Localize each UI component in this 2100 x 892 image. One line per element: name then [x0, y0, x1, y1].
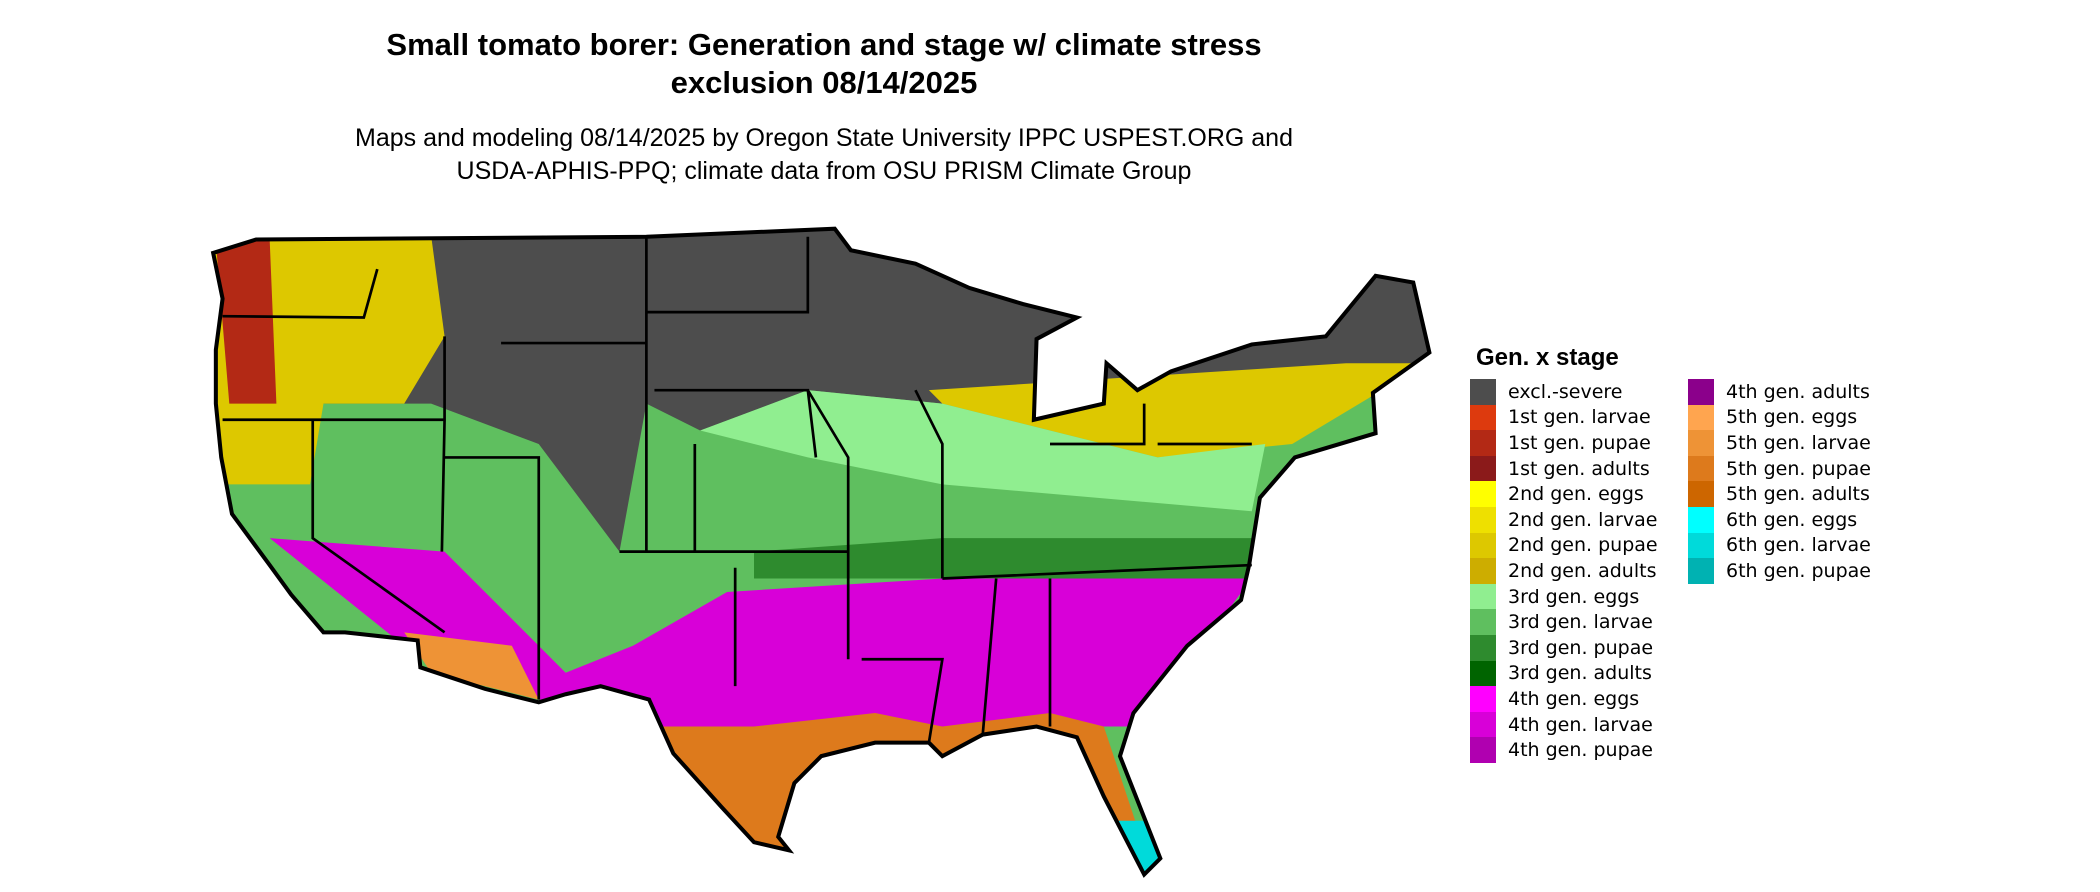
legend-item: 3rd gen. pupae — [1470, 634, 1658, 661]
legend-swatch — [1470, 609, 1496, 635]
legend-item: 4th gen. pupae — [1470, 737, 1658, 763]
legend-label: 4th gen. larvae — [1508, 713, 1653, 736]
legend-label: 3rd gen. larvae — [1508, 611, 1653, 634]
legend-item: 4th gen. adults — [1688, 379, 1871, 405]
map-title-line-1: Small tomato borer: Generation and stage… — [386, 27, 1262, 62]
legend-swatch — [1470, 558, 1496, 584]
legend-label: 2nd gen. pupae — [1508, 534, 1658, 557]
legend-swatch — [1470, 737, 1496, 763]
legend-item: 1st gen. pupae — [1470, 430, 1658, 456]
legend-label: 4th gen. eggs — [1508, 687, 1640, 710]
legend-swatch — [1470, 455, 1496, 482]
legend-label: 6th gen. eggs — [1726, 508, 1858, 531]
legend-swatch — [1470, 404, 1496, 431]
legend-title: Gen. x stage — [1476, 344, 1619, 371]
legend-column-1: excl.-severe 1st gen. larvae 1st gen. pupa… — [1470, 379, 1658, 763]
legend-label: 3rd gen. adults — [1508, 662, 1652, 685]
legend-item: 6th gen. eggs — [1688, 506, 1871, 533]
map-title-line-2: exclusion 08/14/2025 — [670, 65, 978, 100]
legend-swatch — [1470, 711, 1496, 738]
legend-swatch — [1688, 506, 1714, 533]
legend-label: 2nd gen. larvae — [1508, 508, 1658, 531]
legend-swatch — [1688, 379, 1714, 405]
map-subtitle-line-2: USDA-APHIS-PPQ; climate data from OSU PR… — [456, 157, 1192, 185]
legend-label: 1st gen. larvae — [1508, 406, 1651, 429]
legend-label: 6th gen. pupae — [1726, 559, 1871, 582]
legend-label: 2nd gen. eggs — [1508, 483, 1644, 506]
legend-item: 4th gen. eggs — [1470, 686, 1658, 712]
legend-swatch — [1470, 660, 1496, 687]
legend-label: 2nd gen. adults — [1508, 559, 1657, 582]
map-title: Small tomato borer: Generation and stage… — [0, 26, 1648, 102]
legend-swatch — [1470, 379, 1496, 405]
legend-item: excl.-severe — [1470, 379, 1658, 405]
legend-label: 4th gen. pupae — [1508, 739, 1653, 762]
legend-label: 1st gen. pupae — [1508, 431, 1651, 454]
zone-3rd-gen-eggs — [700, 390, 1266, 512]
legend-item: 3rd gen. adults — [1470, 660, 1658, 687]
legend-label: 1st gen. adults — [1508, 457, 1650, 480]
legend-swatch — [1688, 558, 1714, 584]
legend-swatch — [1470, 686, 1496, 712]
legend-swatch — [1688, 481, 1714, 507]
legend-label: 3rd gen. pupae — [1508, 636, 1654, 659]
legend-swatch — [1470, 430, 1496, 456]
legend-item: 6th gen. pupae — [1688, 558, 1871, 584]
legend-label: 4th gen. adults — [1726, 380, 1870, 403]
legend-label: 3rd gen. eggs — [1508, 585, 1640, 608]
zone-1st-gen — [215, 239, 277, 404]
zone-6th-gen — [1117, 820, 1172, 875]
legend-item: 5th gen. pupae — [1688, 455, 1871, 482]
legend-item: 1st gen. larvae — [1470, 404, 1658, 431]
legend-swatch — [1470, 583, 1496, 610]
legend-item: 5th gen. adults — [1688, 481, 1871, 507]
legend-swatch — [1470, 634, 1496, 661]
legend-item: 1st gen. adults — [1470, 455, 1658, 482]
legend-column-2: 4th gen. adults 5th gen. eggs 5th gen. lar… — [1688, 379, 1871, 584]
legend-swatch — [1688, 404, 1714, 431]
legend-item: 4th gen. larvae — [1470, 711, 1658, 738]
legend-swatch — [1470, 506, 1496, 533]
legend-label: 5th gen. eggs — [1726, 406, 1858, 429]
legend-item: 5th gen. eggs — [1688, 404, 1871, 431]
legend-label: 5th gen. pupae — [1726, 457, 1871, 480]
legend-item: 3rd gen. eggs — [1470, 583, 1658, 610]
zone-5th-gen-arizona — [404, 632, 539, 700]
legend-item: 2nd gen. larvae — [1470, 506, 1658, 533]
map-subtitle: Maps and modeling 08/14/2025 by Oregon S… — [0, 122, 1648, 188]
legend-item: 5th gen. larvae — [1688, 430, 1871, 456]
legend-swatch — [1470, 532, 1496, 559]
map-subtitle-line-1: Maps and modeling 08/14/2025 by Oregon S… — [355, 124, 1293, 152]
legend-label: excl.-severe — [1508, 380, 1623, 403]
legend-label: 6th gen. larvae — [1726, 534, 1871, 557]
legend-item: 3rd gen. larvae — [1470, 609, 1658, 635]
legend-swatch — [1470, 481, 1496, 507]
legend-item: 6th gen. larvae — [1688, 532, 1871, 559]
legend-item: 2nd gen. adults — [1470, 558, 1658, 584]
legend-item: 2nd gen. eggs — [1470, 481, 1658, 507]
legend-swatch — [1688, 455, 1714, 482]
legend-item: 2nd gen. pupae — [1470, 532, 1658, 559]
legend-swatch — [1688, 532, 1714, 559]
legend-swatch — [1688, 430, 1714, 456]
state-borders — [222, 236, 1252, 743]
legend-label: 5th gen. larvae — [1726, 431, 1871, 454]
legend-label: 5th gen. adults — [1726, 483, 1870, 506]
